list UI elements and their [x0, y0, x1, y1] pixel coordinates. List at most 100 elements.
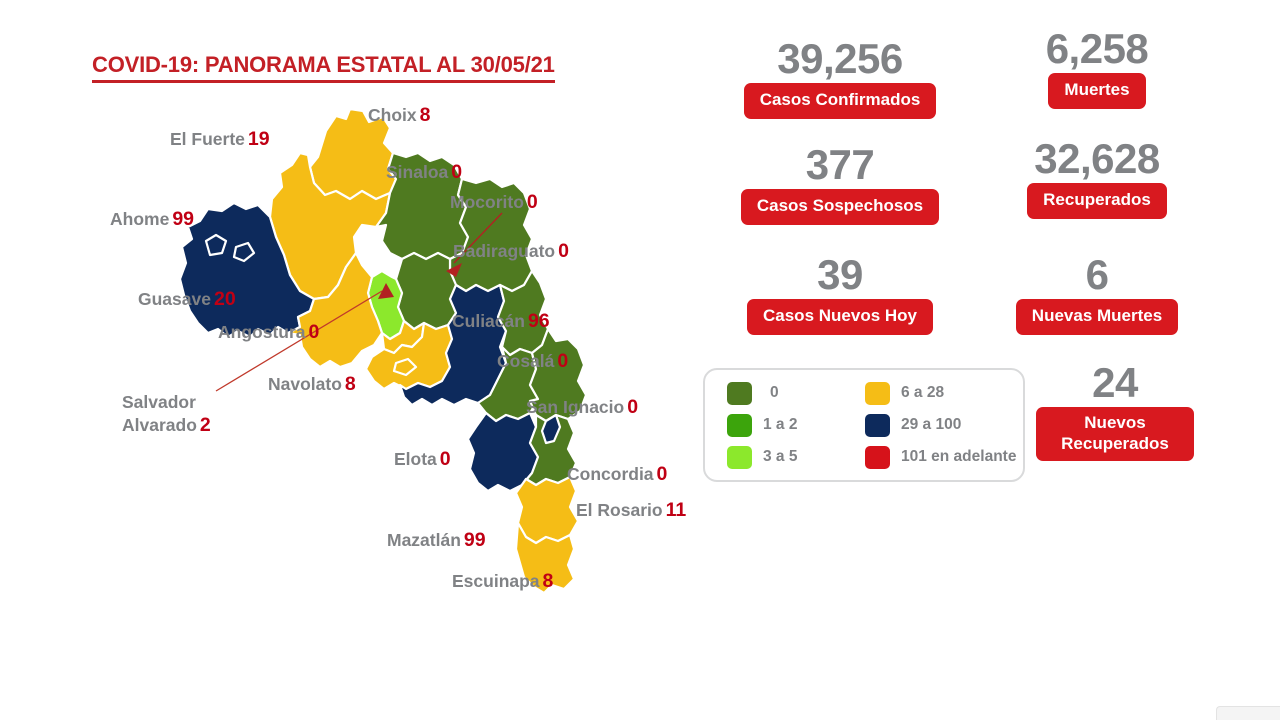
stat-label-recuperados: Recuperados	[1027, 182, 1167, 219]
stat-value-nuevos-recuperados: 24	[1092, 359, 1138, 406]
map-region-navy-sliver	[540, 413, 562, 445]
map-label-escuinapa: Escuinapa 8	[452, 570, 554, 593]
label-text-san-ignacio: San Ignacio	[526, 397, 625, 417]
map-legend: 0 1 a 2 3 a 5 6 a 28 29 a 100 101 e	[703, 368, 1025, 482]
label-count-badiraguato: 0	[558, 240, 569, 262]
legend-item-29-100: 29 a 100	[865, 412, 1015, 438]
map-region-guasave	[286, 251, 384, 369]
stat-nuevas-muertes: 6 Nuevas Muertes	[1000, 251, 1194, 335]
label-count-mocorito: 0	[526, 191, 538, 213]
stat-value-recuperados: 32,628	[1034, 135, 1160, 182]
stat-label-casos-confirmados: Casos Confirmados	[743, 82, 937, 119]
map-label-angostura: Angostura 0	[218, 321, 320, 344]
legend-swatch-101-icon	[865, 445, 890, 469]
stat-label-nuevas-muertes: Nuevas Muertes	[1015, 298, 1179, 335]
label-count-choix: 8	[419, 104, 431, 126]
label-count-escuinapa: 8	[542, 570, 554, 592]
label-text-culiacan: Culiacán	[452, 311, 525, 331]
label-count-angostura: 0	[308, 321, 320, 343]
map-label-elota: Elota 0	[394, 448, 451, 471]
legend-swatch-29-100-icon	[865, 413, 890, 437]
legend-swatch-0-icon	[727, 381, 752, 405]
label-text-el-rosario: El Rosario	[576, 500, 663, 520]
label-count-el-fuerte: 19	[247, 128, 270, 150]
map-label-culiacan: Culiacán 96	[452, 310, 550, 333]
stat-label-nuevos-recuperados: Nuevos Recuperados	[1036, 406, 1194, 462]
map-region-mocorito	[394, 251, 458, 331]
legend-label-29-100: 29 a 100	[901, 416, 962, 433]
label-text-sinaloa: Sinaloa	[386, 162, 449, 182]
sinaloa-map	[150, 95, 670, 605]
legend-label-6-28: 6 a 28	[901, 384, 945, 401]
label-text-badiraguato: Badiraguato	[453, 241, 556, 261]
legend-swatch-3-5-icon	[727, 445, 752, 469]
legend-item-101-adelante: 101 en adelante	[865, 444, 1016, 470]
stat-nuevos-recuperados: 24 Nuevos Recuperados	[1036, 359, 1194, 462]
stat-label-muertes: Muertes	[1048, 72, 1146, 109]
label-count-san-ignacio: 0	[627, 396, 639, 418]
stat-casos-nuevos-hoy: 39 Casos Nuevos Hoy	[722, 251, 958, 335]
label-count-el-rosario: 11	[665, 499, 687, 521]
legend-item-6-28: 6 a 28	[865, 380, 1015, 406]
label-text-cosala: Cosalá	[497, 351, 555, 371]
label-text-angostura: Angostura	[218, 322, 306, 342]
label-count-navolato: 8	[344, 373, 356, 395]
label-count-ahome: 99	[172, 208, 195, 230]
map-region-escuinapa	[514, 521, 576, 595]
legend-label-3-5: 3 a 5	[763, 448, 798, 465]
map-label-guasave: Guasave 20	[138, 288, 236, 311]
stat-casos-confirmados: 39,256 Casos Confirmados	[722, 35, 958, 119]
label-text-concordia: Concordia	[567, 464, 654, 484]
stat-value-casos-nuevos-hoy: 39	[817, 251, 863, 298]
map-label-ahome: Ahome 99	[110, 208, 195, 231]
stat-value-casos-confirmados: 39,256	[777, 35, 903, 82]
legend-label-1-2: 1 a 2	[763, 416, 798, 433]
label-count-cosala: 0	[557, 350, 569, 372]
leader-lines	[215, 212, 503, 392]
stat-recuperados: 32,628 Recuperados	[1000, 135, 1194, 219]
stat-value-muertes: 6,258	[1045, 25, 1149, 72]
label-count-salvador-alvarado: 2	[199, 414, 211, 437]
legend-item-1-2: 1 a 2	[727, 412, 865, 438]
label-text-mazatlan: Mazatlán	[387, 530, 461, 550]
page-title: COVID-19: PANORAMA ESTATAL AL 30/05/21	[92, 52, 555, 83]
label-count-culiacan: 96	[527, 310, 550, 332]
map-label-concordia: Concordia 0	[567, 463, 668, 486]
stat-muertes: 6,258 Muertes	[1000, 25, 1194, 109]
label-count-guasave: 20	[213, 288, 236, 310]
map-label-badiraguato: Badiraguato 0	[453, 240, 569, 263]
label-text-escuinapa: Escuinapa	[452, 571, 540, 591]
label-text-salvador: Salvador	[122, 392, 196, 412]
map-region-san-ignacio	[528, 327, 588, 423]
stat-value-casos-sospechosos: 377	[805, 141, 875, 188]
map-label-cosala: Cosalá 0	[497, 350, 569, 373]
legend-swatch-6-28-icon	[865, 381, 890, 405]
label-count-concordia: 0	[656, 463, 668, 485]
map-label-choix: Choix 8	[368, 104, 431, 127]
map-label-el-fuerte: El Fuerte 19	[170, 128, 270, 151]
legend-swatch-1-2-icon	[727, 413, 752, 437]
legend-column-right: 6 a 28 29 a 100 101 en adelante	[865, 380, 1016, 470]
map-label-navolato: Navolato 8	[268, 373, 356, 396]
stat-label-casos-sospechosos: Casos Sospechosos	[740, 188, 940, 225]
legend-item-3-5: 3 a 5	[727, 444, 865, 470]
label-text-alvarado: Alvarado	[122, 415, 197, 436]
label-text-navolato: Navolato	[268, 374, 342, 394]
map-region-navolato	[364, 321, 454, 391]
label-text-mocorito: Mocorito	[450, 192, 524, 212]
label-text-el-fuerte: El Fuerte	[170, 129, 245, 149]
label-count-sinaloa: 0	[451, 161, 463, 183]
label-text-ahome: Ahome	[110, 209, 170, 229]
map-label-sinaloa: Sinaloa 0	[386, 161, 463, 184]
label-text-choix: Choix	[368, 105, 417, 125]
corner-panel	[1216, 706, 1280, 720]
label-text-elota: Elota	[394, 449, 437, 469]
stat-value-nuevas-muertes: 6	[1085, 251, 1109, 298]
legend-label-0: 0	[770, 384, 779, 401]
map-label-salvador-alvarado: Salvador Alvarado 2	[122, 391, 211, 438]
stat-label-casos-nuevos-hoy: Casos Nuevos Hoy	[747, 298, 933, 335]
map-label-mazatlan: Mazatlán 99	[387, 529, 486, 552]
label-text-guasave: Guasave	[138, 289, 211, 309]
map-region-culiacan	[398, 283, 508, 407]
